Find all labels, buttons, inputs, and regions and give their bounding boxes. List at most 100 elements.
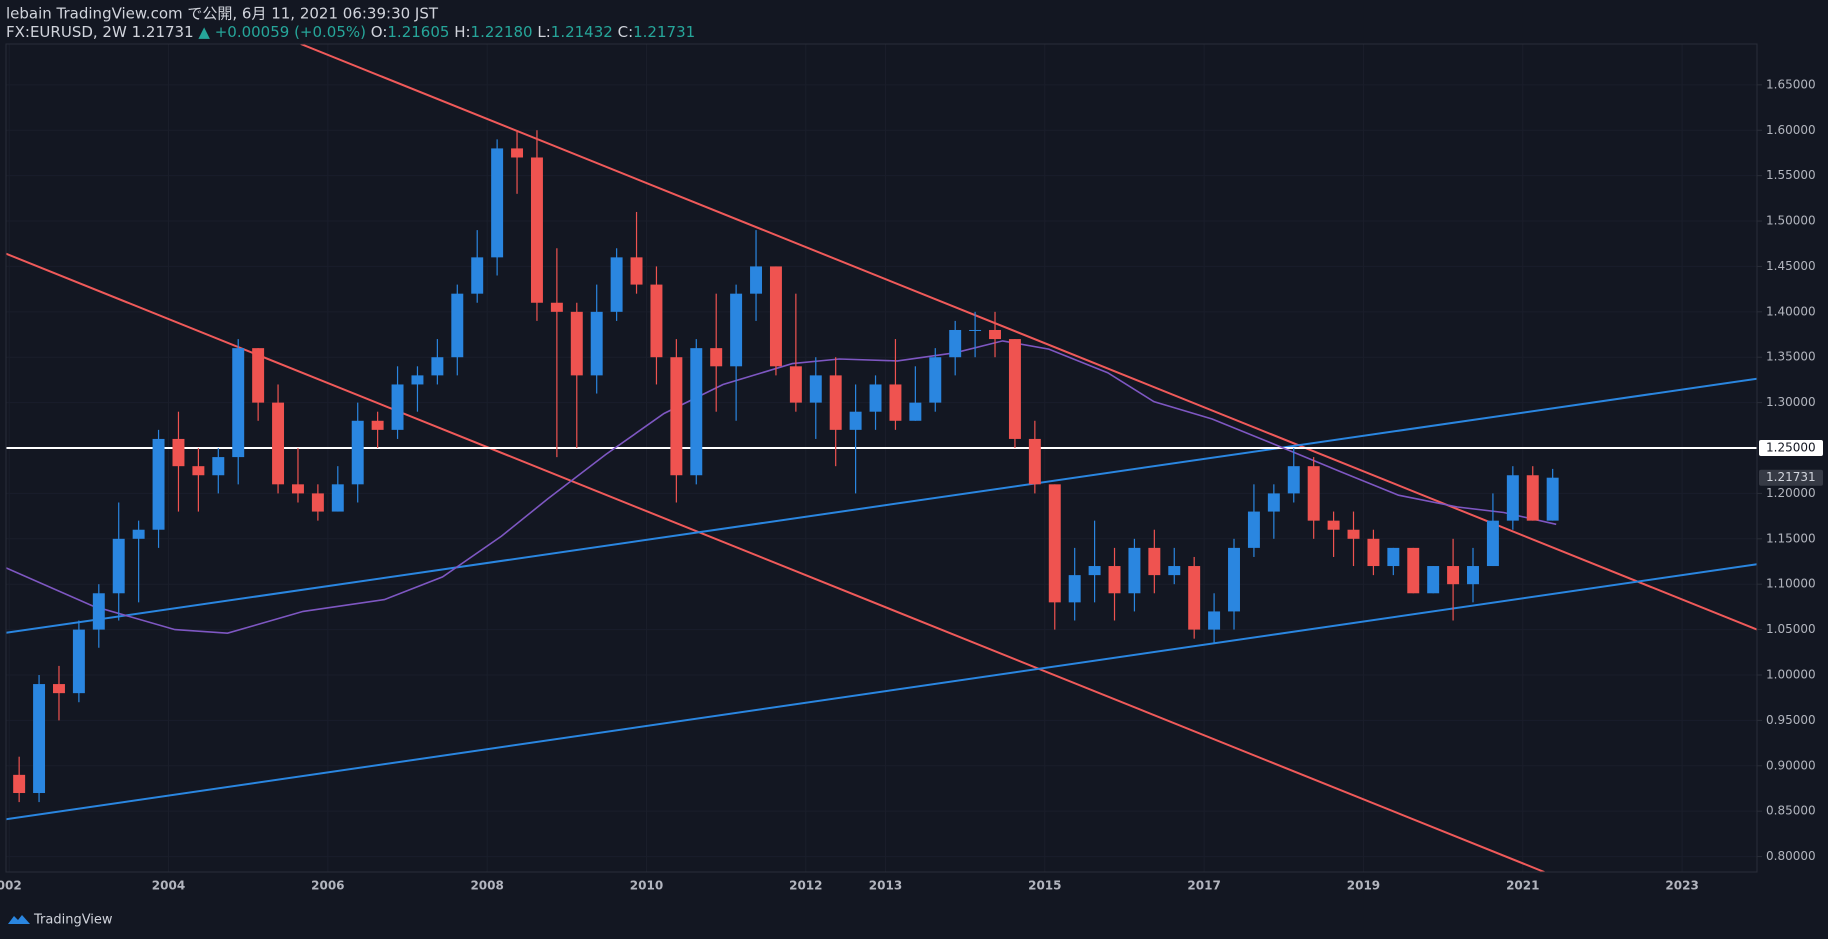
x-tick-label: 2019 <box>1347 879 1380 893</box>
y-tick-label: 1.40000 <box>1766 304 1816 318</box>
candle-body <box>670 357 683 476</box>
candle-body <box>1287 466 1300 494</box>
candle-body <box>730 293 743 367</box>
candle-body <box>1427 566 1440 594</box>
candle-body <box>1168 566 1181 576</box>
candle-body <box>13 774 26 794</box>
y-tick-label: 1.60000 <box>1766 123 1816 137</box>
ohlc-value: 1.21731 <box>633 23 695 41</box>
x-tick-label: 2006 <box>311 879 344 893</box>
candle-body <box>1546 477 1559 521</box>
candle-body <box>1148 547 1161 576</box>
y-tick-label: 1.05000 <box>1766 622 1816 636</box>
candle-body <box>570 311 583 376</box>
candle-body <box>212 457 225 476</box>
x-tick-label: 2012 <box>789 879 822 893</box>
candle-body <box>1128 547 1141 594</box>
candle-body <box>172 438 185 467</box>
x-tick-label: 2008 <box>470 879 503 893</box>
price-label-box <box>1759 469 1823 486</box>
ohlc-label: H: <box>454 23 470 41</box>
candle-body <box>1267 493 1280 512</box>
candle-body <box>1387 547 1400 567</box>
y-tick-label: 1.45000 <box>1766 259 1816 273</box>
x-tick-label: 2010 <box>630 879 663 893</box>
candle-body <box>331 484 344 512</box>
candle-body <box>53 684 65 694</box>
x-tick-label: 2023 <box>1665 879 1698 893</box>
x-tick-label: 2015 <box>1028 879 1061 893</box>
y-tick-label: 1.30000 <box>1766 395 1816 409</box>
candle-body <box>550 302 563 312</box>
candle-body <box>1208 611 1221 630</box>
candle-body <box>1228 547 1240 612</box>
candle-body <box>809 375 822 403</box>
candle-body <box>1526 475 1539 521</box>
y-tick-label: 1.00000 <box>1766 667 1816 681</box>
candle-body <box>1307 466 1320 521</box>
candle-body <box>371 420 384 430</box>
ohlc-value: 1.21432 <box>551 23 613 41</box>
ohlc-label: O: <box>371 23 388 41</box>
candle-body <box>1407 547 1420 594</box>
y-tick-label: 1.65000 <box>1766 77 1816 91</box>
y-tick-label: 1.10000 <box>1766 577 1816 591</box>
candle-body <box>1088 566 1101 576</box>
brand: TradingView <box>33 913 113 928</box>
candle-body <box>710 348 723 367</box>
x-tick-label: 2021 <box>1506 879 1539 893</box>
candle-body <box>1467 566 1479 585</box>
candle-body <box>92 593 105 630</box>
y-tick-label: 0.90000 <box>1766 758 1816 772</box>
price-label: 1.21731 <box>1766 470 1816 484</box>
candle-body <box>1048 484 1061 603</box>
candle-body <box>1028 438 1041 485</box>
candle-body <box>152 438 165 530</box>
candle-body <box>511 148 524 158</box>
plot-area <box>6 44 1757 872</box>
candle-body <box>750 266 763 294</box>
candle-body <box>869 384 882 412</box>
candle-body <box>1008 339 1021 439</box>
y-tick-label: 1.55000 <box>1766 168 1816 182</box>
candle-body <box>1247 511 1260 548</box>
candle-body <box>630 257 643 285</box>
candle-body <box>33 684 46 794</box>
candle-body <box>829 375 842 430</box>
x-tick-label: 2004 <box>152 879 185 893</box>
brand-logo <box>8 915 30 924</box>
candle-body <box>769 266 782 367</box>
candle-body <box>789 366 802 403</box>
candle-body <box>650 284 663 358</box>
candle-body <box>929 357 942 403</box>
candle-body <box>391 384 404 430</box>
candle-body <box>1347 529 1360 539</box>
y-tick-label: 1.35000 <box>1766 350 1816 364</box>
line <box>6 377 1757 634</box>
line <box>6 340 1557 635</box>
chart-title: lebain TradingView.com で公開, 6月 11, 2021 … <box>6 5 439 23</box>
candle-body <box>1486 520 1499 567</box>
candle-body <box>590 311 603 376</box>
candle-body <box>949 329 962 358</box>
plot-border <box>5 43 1758 873</box>
x-tick-label: 2017 <box>1187 879 1220 893</box>
candle-body <box>1188 566 1201 630</box>
y-tick-label: 1.50000 <box>1766 214 1816 228</box>
candle-body <box>889 384 902 421</box>
candle-body <box>112 538 125 594</box>
candle-body <box>291 484 304 494</box>
candle-body <box>989 329 1001 340</box>
candle-body <box>72 629 85 694</box>
line <box>300 44 1757 631</box>
candle-body <box>491 148 504 258</box>
change: ▲ +0.00059 (+0.05%) <box>198 23 366 41</box>
y-tick-label: 0.80000 <box>1766 849 1816 863</box>
candle-body <box>431 357 444 376</box>
symbol: FX:EURUSD, 2W <box>6 23 127 41</box>
candle-body <box>969 329 982 331</box>
symbol-line: FX:EURUSD, 2W 1.21731 ▲ +0.00059 (+0.05%… <box>6 23 695 41</box>
candle-body <box>272 402 285 485</box>
